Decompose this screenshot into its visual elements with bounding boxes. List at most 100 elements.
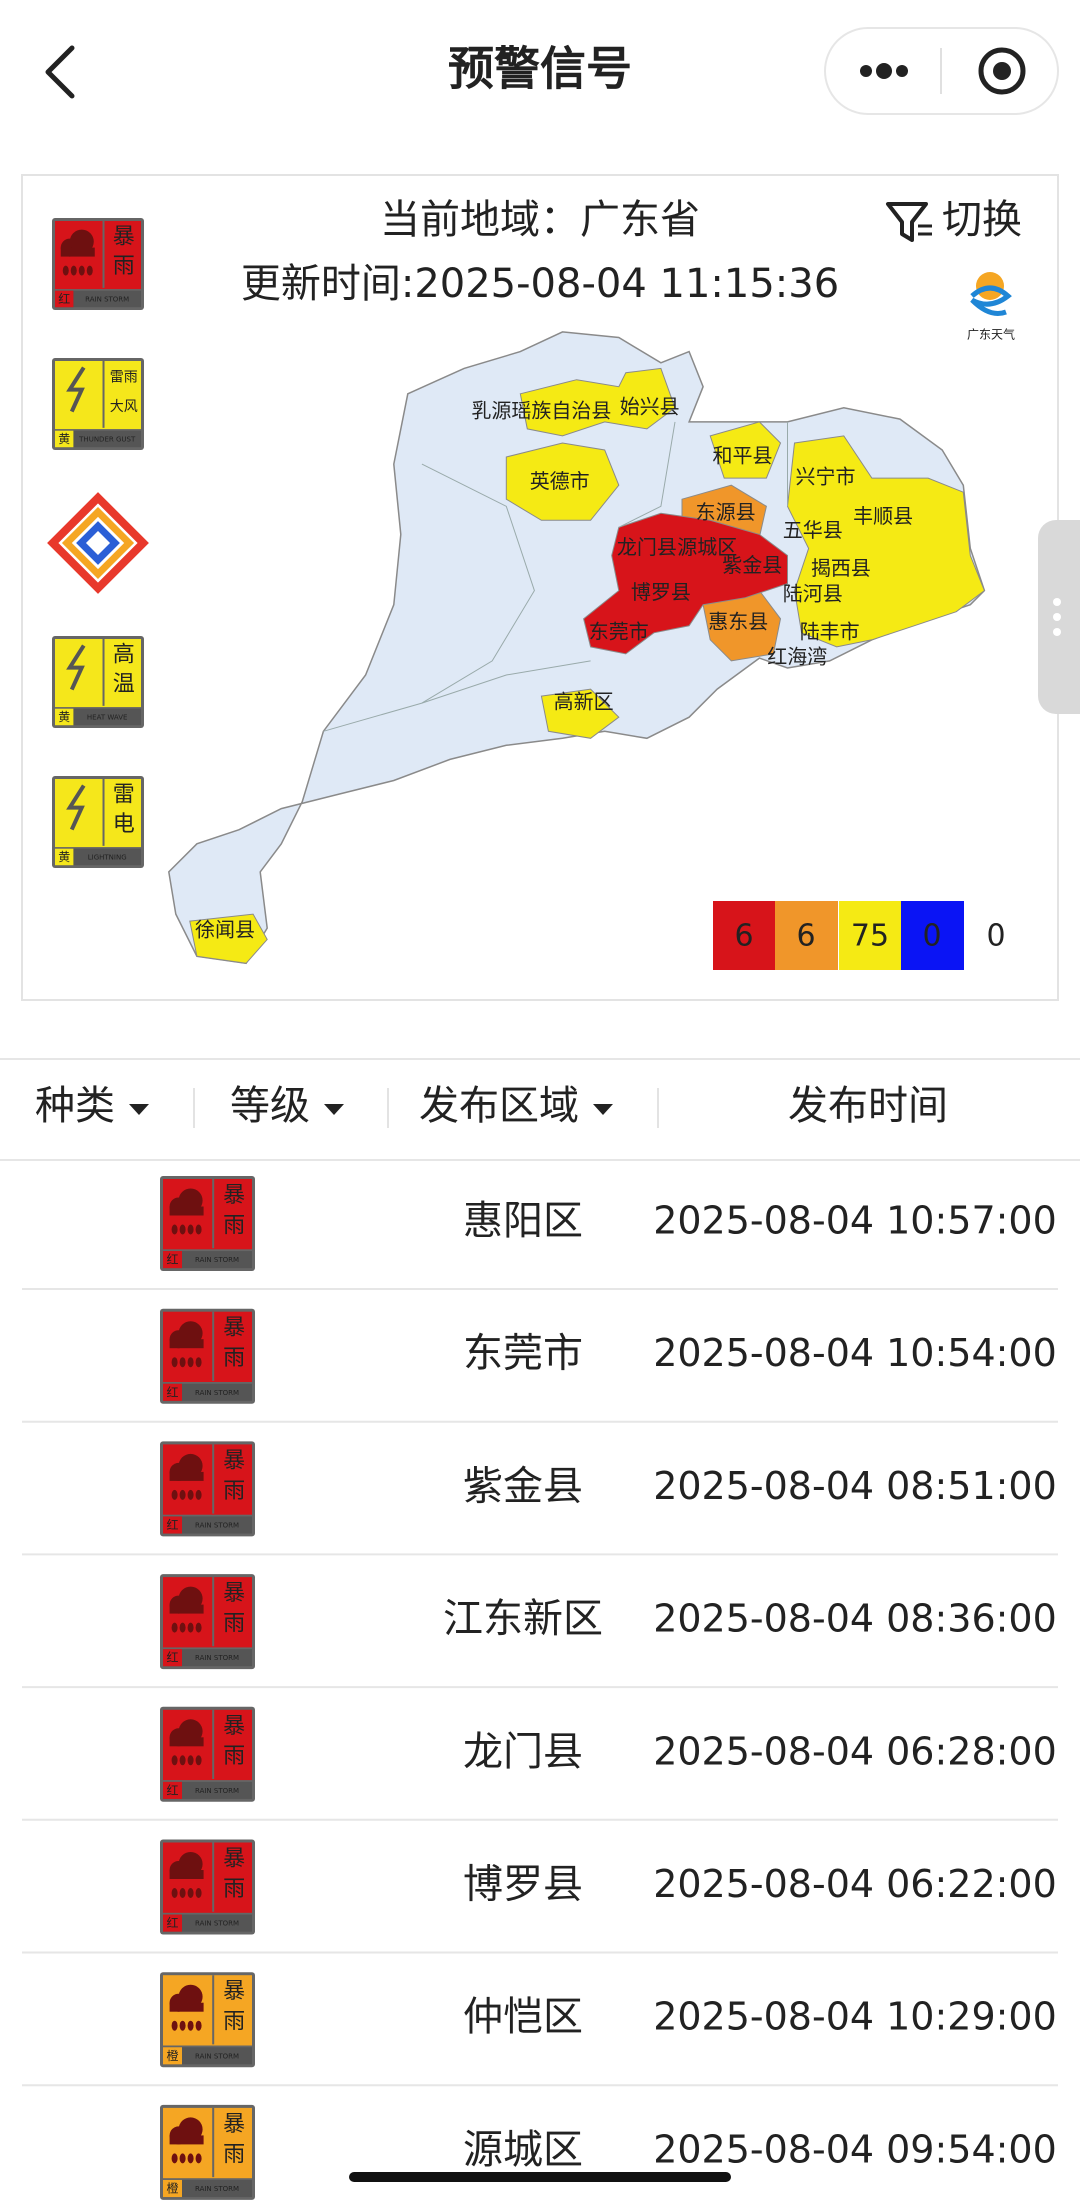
icon-sub: THUNDER GUST [78,435,136,443]
menu-button[interactable] [860,63,908,79]
warning-icon: 暴雨红 RAIN STORM [160,1176,255,1271]
warning-icon: 暴雨红 RAIN STORM [160,1706,255,1802]
warning-row[interactable]: 暴雨红 RAIN STORM 江东新区 2025-08-04 08:36:00 [22,1574,1058,1689]
icon-sub: LIGHTNING [88,853,127,861]
icon-glyph [169,2002,204,2012]
icon-level: 黄 [58,850,70,864]
icon-type: 电 [113,812,135,837]
icon-type: 雷 [113,782,135,807]
icon-type: 高 [113,642,135,667]
column-header[interactable]: 等级 [230,1083,344,1129]
map-label: 丰顺县 [853,504,913,528]
legend-count: 6 [796,919,815,954]
map-label: 英德市 [530,469,590,493]
dropdown-arrow[interactable] [324,1104,344,1115]
header-label[interactable]: 等级 [230,1083,310,1129]
warning-row[interactable]: 暴雨红 RAIN STORM 博罗县 2025-08-04 06:22:00 [22,1839,1058,1954]
icon-glyph [179,2020,186,2031]
legend-swatch [713,901,776,970]
warning-row[interactable]: 暴雨红 RAIN STORM 惠阳区 2025-08-04 10:57:00 [22,1176,1058,1290]
legend-count: 0 [922,919,941,954]
icon-glyph [187,1357,194,1368]
icon-level-bg [163,1914,182,1932]
icon-glyph [179,1489,186,1500]
icon-level-bg [163,2179,182,2198]
back-button[interactable] [45,45,75,99]
icon-type: 雨 [223,1213,245,1238]
icon-level-bg [55,848,74,866]
icon-type: 暴 [223,1714,245,1739]
icon-glyph [171,1888,178,1898]
warning-row[interactable]: 暴雨红 RAIN STORM 东莞市 2025-08-04 10:54:00 [22,1308,1058,1423]
column-header[interactable]: 发布时间 [788,1083,948,1129]
icon-type: 雨 [223,2142,245,2167]
icon-strip [55,848,141,866]
icon-level: 红 [166,1915,178,1930]
icon-glyph [171,1224,178,1235]
warning-row[interactable]: 暴雨红 RAIN STORM 紫金县 2025-08-04 08:51:00 [22,1441,1058,1556]
icon-glyph [195,1755,202,1766]
icon-glyph [195,1622,202,1633]
map-label: 东源县 [696,500,756,524]
province [167,331,986,965]
icon-level-bg [163,1251,182,1269]
dropdown-arrow[interactable] [593,1104,613,1115]
icon-type: 雷雨 [110,369,138,385]
close-button[interactable] [978,47,1026,95]
warning-icon: 暴雨红 RAIN STORM [160,1574,255,1670]
warning-row[interactable]: 暴雨橙 RAIN STORM 源城区 2025-08-04 09:54:00 [22,2104,1058,2204]
icon-sub: RAIN STORM [195,2185,239,2193]
icon-strip [163,1914,252,1932]
icon-glyph [169,1471,204,1481]
icon-strip [163,2179,252,2198]
icon-type: 雨 [223,1479,245,1504]
logo: 广东天气 [967,272,1015,342]
map-label: 东莞市 [589,619,649,643]
icon-type: 温 [113,672,135,697]
switch-button[interactable]: 切换 [886,197,1022,243]
column-header[interactable]: 发布区域 [419,1083,613,1129]
map-label: 和平县 [713,444,773,468]
map-label: 五华县 [783,518,843,542]
header-label[interactable]: 发布时间 [788,1083,948,1129]
icon-glyph [70,265,77,276]
row-area: 源城区 [463,2127,583,2173]
icon-level: 红 [166,1252,178,1267]
warning-icon: 暴雨红 RAIN STORM [160,1441,255,1537]
warning-area [583,512,788,655]
dropdown-arrow[interactable] [129,1104,149,1115]
app-logo [47,492,149,594]
icon-level-bg [163,1781,182,1799]
row-time: 2025-08-04 06:22:00 [653,1862,1057,1906]
icon-glyph [171,2153,178,2164]
header-label[interactable]: 发布区域 [419,1083,579,1129]
icon-glyph [179,1357,186,1368]
icon-glyph [169,1339,204,1349]
icon-body [55,361,141,430]
warning-icon: 暴雨红 RAIN STORM [160,1308,255,1404]
icon-level: 红 [166,1517,178,1532]
icon-glyph [66,644,86,691]
switch-label[interactable]: 切换 [942,197,1022,243]
icon-glyph [86,265,93,276]
icon-glyph [169,1737,204,1747]
icon-type: 暴 [223,1448,245,1473]
warning-row[interactable]: 暴雨红 RAIN STORM 龙门县 2025-08-04 06:28:00 [22,1706,1058,1821]
legend-swatch [901,901,964,970]
icon-glyph [66,784,86,831]
icon-sub: RAIN STORM [195,1389,239,1397]
map-label: 陆河县 [783,581,843,605]
row-area: 博罗县 [463,1862,583,1908]
legend-swatch [839,901,902,970]
row-time: 2025-08-04 06:28:00 [653,1729,1057,1773]
icon-glyph [62,265,69,276]
icon-glyph [171,1489,178,1500]
warning-row[interactable]: 暴雨橙 RAIN STORM 仲恺区 2025-08-04 10:29:00 [22,1972,1058,2087]
icon-level-bg [163,2047,182,2065]
column-header[interactable]: 种类 [35,1083,149,1129]
warning-area [505,442,620,521]
row-area: 江东新区 [443,1596,603,1642]
header-label[interactable]: 种类 [35,1083,115,1129]
icon-glyph [179,1755,186,1766]
